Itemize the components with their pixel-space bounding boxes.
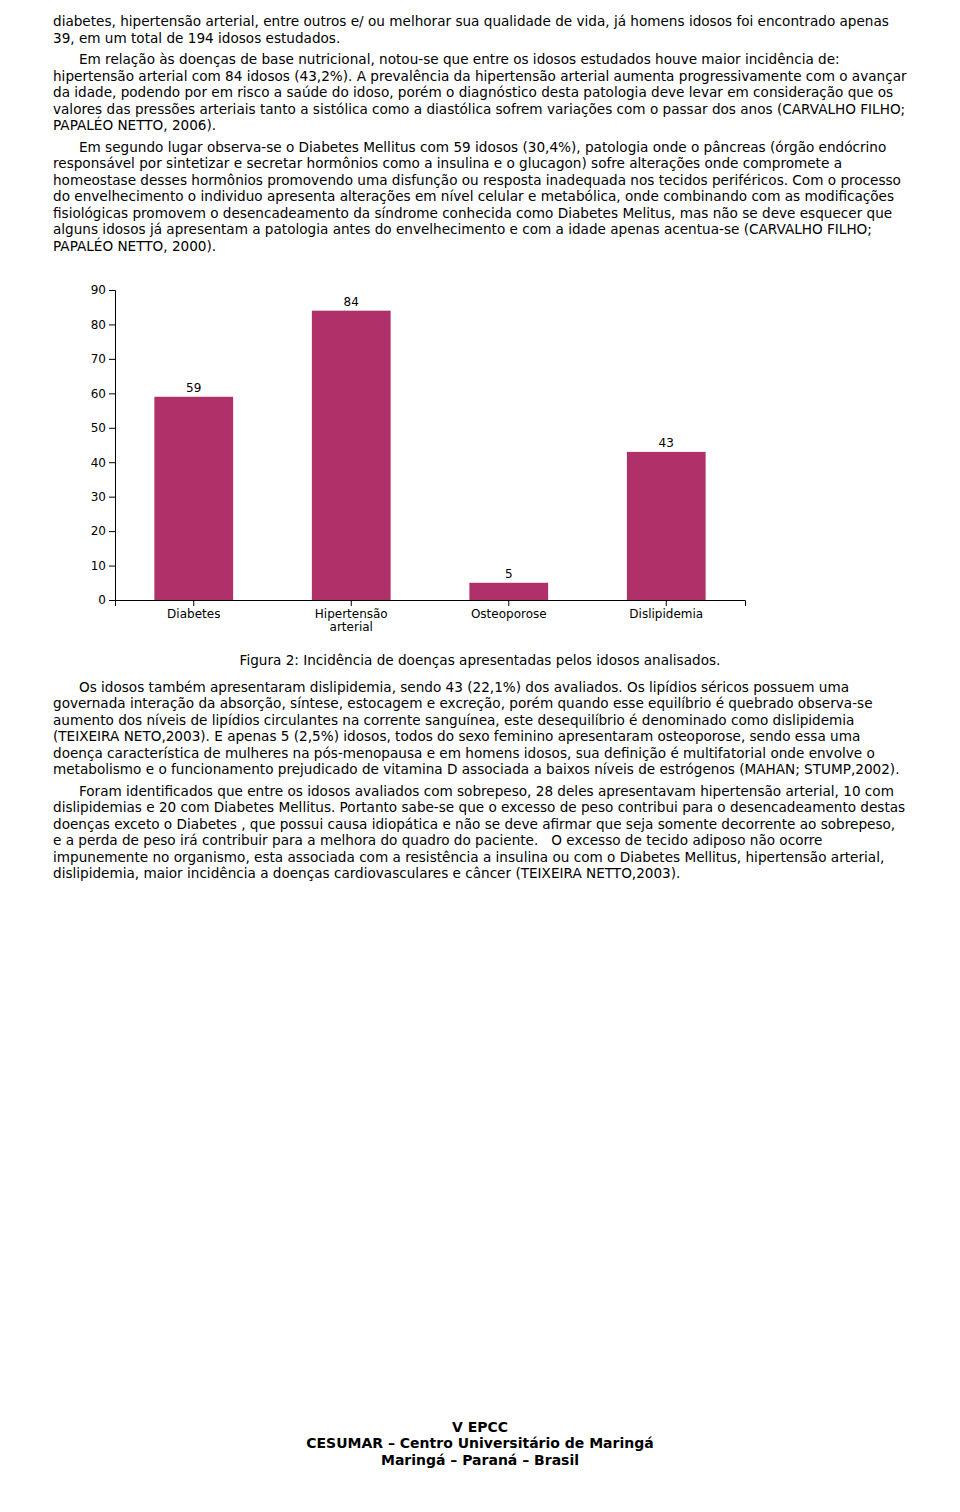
page-content: diabetes, hipertensão arterial, entre ou…	[53, 13, 907, 887]
tick: 0	[98, 593, 115, 607]
tick-label: 20	[91, 524, 106, 538]
chart: Diabetes Hipertensãoarterial Osteoporose Di…	[0, 268, 960, 648]
x-axis: Diabetes Hipertensãoarterial Osteoporose Di…	[116, 600, 746, 634]
tick-label: 0	[98, 593, 106, 607]
tick: 20	[91, 524, 115, 538]
tick-mark	[508, 600, 509, 606]
tick: 30	[91, 490, 115, 504]
footer-line: CESUMAR – Centro Universitário de Maring…	[0, 1435, 960, 1452]
paragraph: Em relação às doenças de base nutriciona…	[53, 51, 907, 134]
bar	[154, 397, 233, 600]
tick-label: 60	[91, 387, 106, 401]
tick-mark	[109, 428, 115, 429]
tick-mark	[109, 324, 115, 325]
paragraph: Foram identificados que entre os idosos …	[53, 783, 907, 882]
data-labels: 59 84 5 43	[186, 295, 674, 581]
tick-mark	[109, 290, 115, 291]
tick-mark	[109, 497, 115, 498]
tick-mark	[109, 531, 115, 532]
footer-line: V EPCC	[0, 1419, 960, 1436]
axis-line	[109, 291, 116, 601]
data-label: 5	[505, 567, 513, 581]
tick-mark	[666, 600, 667, 606]
bar	[312, 311, 391, 600]
bars	[154, 311, 705, 600]
tick: Osteoporose	[471, 600, 547, 621]
tick-mark	[109, 462, 115, 463]
tick: 40	[91, 456, 115, 470]
tick-mark	[109, 359, 115, 360]
data-label: 59	[186, 381, 201, 395]
data-label: 43	[659, 436, 674, 450]
tick-mark	[109, 566, 115, 567]
tick-label: Diabetes	[167, 607, 220, 621]
footer-line: Maringá – Paraná – Brasil	[0, 1452, 960, 1469]
y-axis: 0 10 20 30 40 50 60 70 80 90	[91, 283, 116, 607]
tick: 90	[91, 283, 115, 297]
tick: Dislipidemia	[629, 600, 703, 621]
tick-label: Hipertensãoarterial	[315, 607, 388, 635]
paragraph: Em segundo lugar observa-se o Diabetes M…	[53, 139, 907, 255]
tick: 80	[91, 318, 115, 332]
tick: Diabetes	[167, 600, 220, 621]
paragraph: Os idosos também apresentaram dislipidem…	[53, 679, 907, 778]
tick-label: 70	[91, 352, 106, 366]
tick: Hipertensãoarterial	[315, 600, 388, 634]
tick-mark	[351, 600, 352, 606]
tick-label: 90	[91, 283, 106, 297]
tick: 50	[91, 421, 115, 435]
tick-label: 80	[91, 318, 106, 332]
tick-label: 50	[91, 421, 106, 435]
tick: 60	[91, 387, 115, 401]
tick: 70	[91, 352, 115, 366]
bar	[469, 583, 548, 600]
footer: V EPCCCESUMAR – Centro Universitário de …	[0, 1419, 960, 1469]
plot: Diabetes Hipertensãoarterial Osteoporose Di…	[91, 283, 746, 634]
paragraph: diabetes, hipertensão arterial, entre ou…	[53, 13, 907, 46]
tick-label: 10	[91, 559, 106, 573]
tick-label: 40	[91, 456, 106, 470]
data-label: 84	[344, 295, 359, 309]
tick-label: Dislipidemia	[629, 607, 703, 621]
axis-line	[116, 601, 746, 607]
tick: 10	[91, 559, 115, 573]
tick-mark	[109, 600, 115, 601]
tick-mark	[193, 600, 194, 606]
tick-mark	[109, 393, 115, 394]
figure-caption: Figura 2: Incidência de doenças apresent…	[53, 652, 907, 669]
tick-label: Osteoporose	[471, 607, 547, 621]
bar	[627, 452, 706, 600]
tick-label: 30	[91, 490, 106, 504]
